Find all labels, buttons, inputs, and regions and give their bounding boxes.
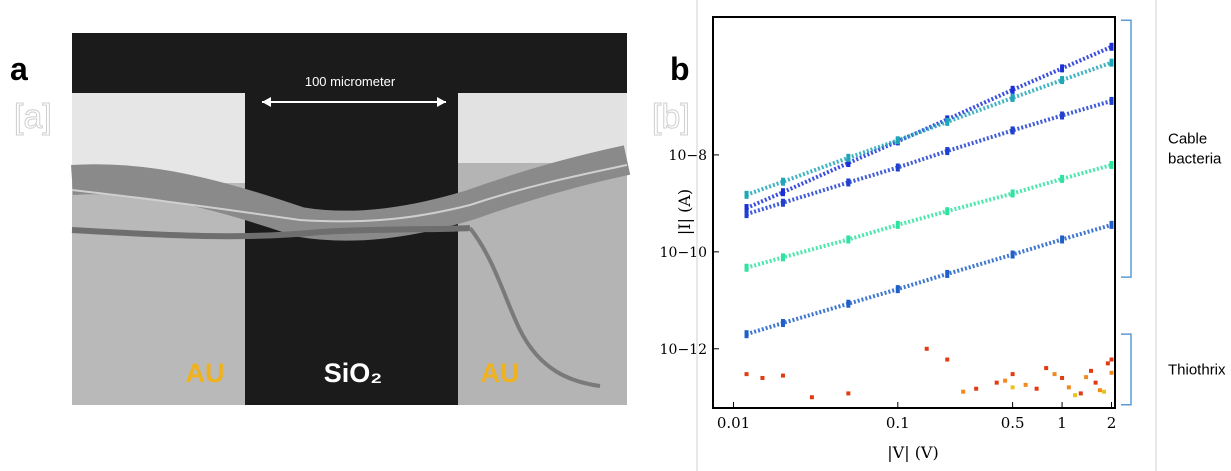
data-point [846,391,851,396]
data-point [1010,93,1015,102]
data-point [1109,58,1114,67]
x-tick-label: 0.01 [717,414,750,432]
data-point [1060,76,1065,85]
data-point [780,319,785,328]
panel-label: a [10,51,28,87]
fiber [71,225,471,240]
data-point [895,163,900,172]
x-tick-label: 0.5 [1001,414,1025,432]
bracket [1121,333,1132,406]
data-point [1023,382,1028,387]
fiber [71,164,628,223]
data-point [1105,361,1110,366]
data-point [1060,111,1065,120]
micrograph: 100 micrometer AU SiO₂ AU [71,33,631,405]
electrode-label: AU [481,358,520,388]
data-point [1073,393,1078,398]
data-point [846,299,851,308]
data-point [809,395,814,400]
data-point [760,375,765,380]
data-point [974,386,979,391]
data-trace [745,163,1113,270]
scale-label: 100 micrometer [305,74,396,89]
data-trace [745,222,1113,337]
data-point [780,373,785,378]
annotation: Cable bacteria [1168,131,1222,168]
data-point [961,389,966,394]
data-point [1109,96,1114,105]
data-point [1109,42,1114,51]
panel-label: b [670,51,690,87]
data-point [924,346,929,351]
data-point [1093,380,1098,385]
data-point [994,380,999,385]
data-point [1060,174,1065,183]
x-axis-label: |V| (V) [887,443,938,462]
fiber-bundle [71,145,631,241]
data-point [1097,388,1102,393]
data-point [1010,126,1015,135]
data-point [1066,385,1071,390]
electrode-label: AU [186,358,225,388]
data-point [945,357,950,362]
data-point [846,178,851,187]
data-point [1044,366,1049,371]
y-axis-label: |I| (A) [675,189,694,235]
data-point [1109,357,1114,362]
data-point [1078,391,1083,396]
data-point [1060,375,1065,380]
data-point [1003,378,1008,383]
data-point [780,188,785,197]
data-point [744,372,749,377]
y-tick-label: 10−10 [660,245,707,261]
fiber [468,226,601,388]
data-point [1010,85,1015,94]
data-point [780,198,785,207]
data-point [1010,372,1015,377]
data-trace [745,98,1113,217]
data-trace [745,60,1113,197]
y-tick-label: 10−8 [669,148,707,164]
plot-frame [712,16,1116,409]
data-point [945,147,950,156]
y-tick-label: 10−12 [660,342,707,358]
data-point [1109,160,1114,169]
annotation: Thiothrix [1168,361,1226,378]
bracket [1121,19,1132,278]
x-tick-label: 1 [1057,414,1067,432]
data-point [1109,370,1114,375]
x-tick-label: 0.1 [886,414,910,432]
panel-marker: [b] [652,98,690,136]
data-point [1010,385,1015,390]
data-trace [745,44,1113,210]
data-point [846,159,851,168]
data-point [780,177,785,186]
data-point [1084,375,1089,380]
x-tick-label: 2 [1107,414,1117,432]
data-point [1034,386,1039,391]
data-point [1052,372,1057,377]
data-point [1088,368,1093,373]
data-point [1102,389,1107,394]
panel-marker: [a] [14,98,52,136]
substrate-label: SiO₂ [324,358,383,388]
